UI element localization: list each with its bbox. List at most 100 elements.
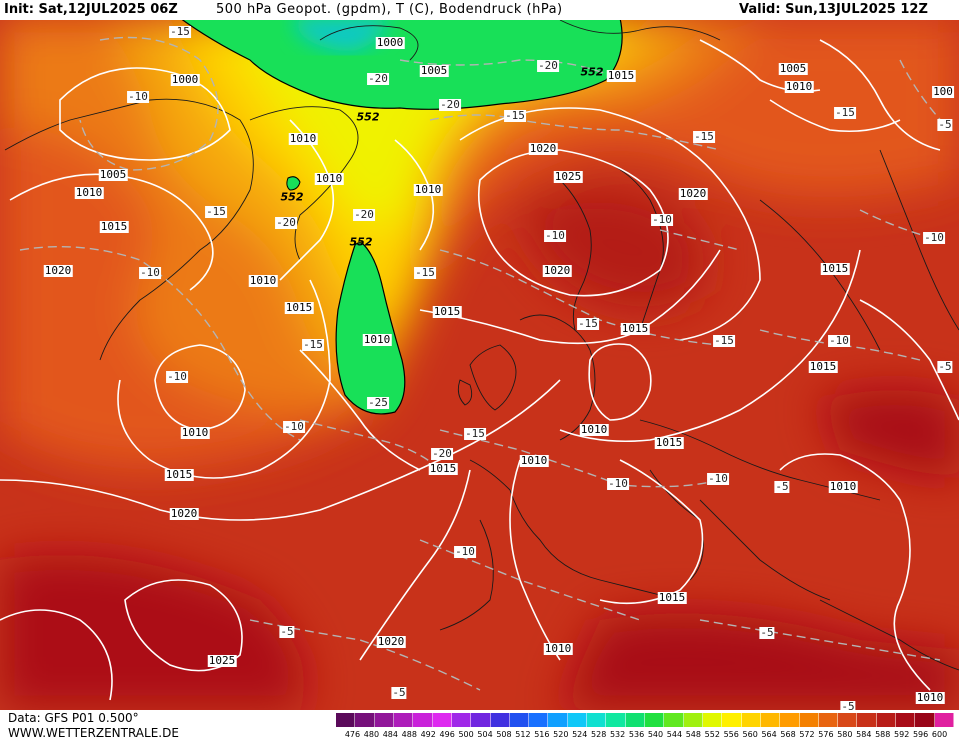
legend-tick: 596: [912, 730, 929, 739]
isobar-label: 1020: [376, 635, 406, 648]
isotherm-label: -20: [367, 72, 389, 85]
isobar-label: 1020: [528, 142, 558, 155]
legend-cell: [896, 713, 916, 727]
legend-cell: [567, 713, 588, 727]
legend-cell: [393, 713, 414, 727]
geopotential-label: 552: [356, 110, 380, 124]
legend-tick: 584: [856, 730, 872, 739]
chart-title: 500 hPa Geopot. (gpdm), T (C), Bodendruc…: [216, 2, 563, 17]
isotherm-label: -5: [937, 360, 953, 373]
isobar-label: 1015: [657, 591, 687, 604]
legend-tick: 508: [496, 730, 512, 739]
isobar-label: 1005: [98, 168, 128, 181]
legend-cell: [529, 713, 549, 727]
legend-cell: [741, 713, 761, 727]
isobar-label: 1015: [808, 360, 838, 373]
isotherm-label: -15: [834, 106, 856, 119]
isobar-label: 1010: [314, 172, 344, 185]
isobar-label: 1010: [288, 132, 318, 145]
isotherm-label: -5: [840, 701, 856, 710]
isobar-label: 1015: [654, 436, 684, 449]
legend-cell: [876, 713, 897, 727]
legend-cell: [857, 713, 877, 727]
legend-tick: 572: [799, 730, 815, 739]
legend-tick: 580: [837, 730, 853, 739]
isotherm-label: -5: [774, 480, 790, 493]
legend-tick: 524: [572, 730, 588, 739]
isobar-label: 1010: [784, 80, 814, 93]
isotherm-label: -5: [937, 118, 953, 131]
legend-cell: [509, 713, 530, 727]
legend-tick: 496: [439, 730, 455, 739]
legend-cell: [625, 713, 645, 727]
isotherm-label: -20: [353, 208, 375, 221]
isobar-label: 1025: [207, 654, 237, 667]
isobar-label: 1015: [284, 301, 314, 314]
isobar-label: 1010: [828, 480, 858, 493]
legend-cell: [374, 713, 394, 727]
legend-tick: 568: [780, 730, 796, 739]
isobar-label: 1010: [180, 426, 210, 439]
isobar-label: 1010: [413, 183, 443, 196]
legend-tick: 476: [344, 730, 361, 739]
legend-cell: [780, 713, 800, 727]
init-time: Init: Sat,12JUL2025 06Z: [4, 2, 178, 17]
legend-cell: [818, 713, 839, 727]
legend-cell: [664, 713, 684, 727]
isobar-label: 1015: [606, 69, 636, 82]
isobar-label: 1015: [620, 322, 650, 335]
isobar-label: 1010: [543, 642, 573, 655]
legend-tick: 512: [515, 730, 531, 739]
legend-cell: [336, 713, 356, 727]
isobar-label: 1025: [553, 170, 583, 183]
legend-tick: 504: [477, 730, 493, 739]
isobar-label: 1015: [432, 305, 462, 318]
legend-cell: [915, 713, 935, 727]
isotherm-label: -15: [577, 317, 599, 330]
geopotential-label: 552: [580, 65, 604, 79]
legend-tick: 540: [647, 730, 664, 739]
legend-cell: [645, 713, 665, 727]
legend-cell: [355, 713, 375, 727]
isotherm-label: -15: [693, 130, 715, 143]
isotherm-label: -10: [651, 213, 673, 226]
legend-cell: [432, 713, 452, 727]
isobar-label: 1010: [74, 186, 104, 199]
legend-tick: 592: [894, 730, 910, 739]
site-url: WWW.WETTERZENTRALE.DE: [8, 726, 179, 740]
isotherm-label: -10: [139, 266, 161, 279]
isobar-label: 1015: [164, 468, 194, 481]
legend-tick: 492: [420, 730, 436, 739]
isotherm-label: -10: [127, 90, 149, 103]
isotherm-label: -15: [713, 334, 735, 347]
isobar-label: 1015: [99, 220, 129, 233]
isobar-label: 1010: [519, 454, 549, 467]
legend-tick: 600: [931, 730, 948, 739]
isotherm-label: -15: [504, 109, 526, 122]
isobar-label: 1020: [678, 187, 708, 200]
legend-cell: [606, 713, 626, 727]
legend-cell: [451, 713, 472, 727]
legend-tick: 560: [742, 730, 758, 739]
isotherm-label: -10: [707, 472, 729, 485]
isobar-label: 1010: [915, 691, 945, 704]
legend-tick: 552: [704, 730, 720, 739]
chart-header: Init: Sat,12JUL2025 06Z 500 hPa Geopot. …: [0, 0, 959, 20]
legend-tick: 536: [628, 730, 645, 739]
isotherm-label: -10: [607, 477, 629, 490]
legend-cell: [838, 713, 858, 727]
isotherm-label: -20: [537, 59, 559, 72]
isotherm-label: -20: [275, 216, 297, 229]
color-legend: [336, 713, 954, 727]
isobar-label: 1010: [362, 333, 392, 346]
legend-tick: 588: [875, 730, 891, 739]
legend-ticks: 476 480 484 488 492 496 500 504 508 512 516 520 524 5…: [343, 730, 949, 739]
legend-cell: [760, 713, 781, 727]
isobar-label: 1020: [169, 507, 199, 520]
legend-tick: 544: [666, 730, 683, 739]
legend-tick: 576: [818, 730, 834, 739]
isotherm-label: -5: [279, 625, 295, 638]
legend-tick: 528: [591, 730, 607, 739]
isotherm-label: -5: [759, 626, 775, 639]
isotherm-label: -10: [923, 231, 945, 244]
